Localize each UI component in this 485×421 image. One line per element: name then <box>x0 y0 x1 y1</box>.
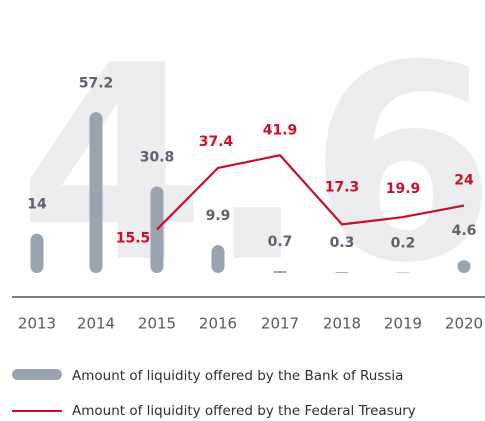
bar-value-label: 0.7 <box>268 234 293 250</box>
bar-value-label: 9.9 <box>206 208 231 224</box>
x-tick-label: 2017 <box>261 315 299 333</box>
x-tick-label: 2014 <box>77 315 115 333</box>
bar <box>150 186 164 273</box>
bar-value-label: 57.2 <box>79 75 114 91</box>
bar-value-label: 0.3 <box>330 235 355 251</box>
bar <box>396 272 410 273</box>
line-value-label: 37.4 <box>199 134 234 150</box>
x-tick-label: 2019 <box>384 315 422 333</box>
bar <box>273 271 287 273</box>
x-tick-label: 2018 <box>323 315 361 333</box>
bar <box>211 245 225 273</box>
x-tick-label: 2020 <box>445 315 483 333</box>
background-label: 4.6 <box>18 7 485 322</box>
bar-value-label: 0.2 <box>391 235 416 251</box>
legend-label: Amount of liquidity offered by the Bank … <box>72 368 403 384</box>
bar-value-label: 4.6 <box>452 223 477 239</box>
bar-value-label: 14 <box>27 197 47 213</box>
line-value-label: 19.9 <box>386 181 421 197</box>
x-tick-label: 2015 <box>138 315 176 333</box>
bar <box>457 260 471 273</box>
line-value-label: 17.3 <box>325 179 360 195</box>
line <box>156 154 465 231</box>
x-tick-label: 2013 <box>18 315 56 333</box>
x-tick-label: 2016 <box>199 315 237 333</box>
legend-swatch <box>12 369 62 380</box>
bar <box>335 272 349 273</box>
line-value-label: 24 <box>454 173 474 189</box>
bar <box>89 112 103 273</box>
bar <box>30 233 44 273</box>
bar-value-label: 30.8 <box>140 149 175 165</box>
legend-label: Amount of liquidity offered by the Feder… <box>72 403 416 419</box>
line-value-label: 41.9 <box>263 122 298 138</box>
line-value-label: 15.5 <box>116 230 151 246</box>
